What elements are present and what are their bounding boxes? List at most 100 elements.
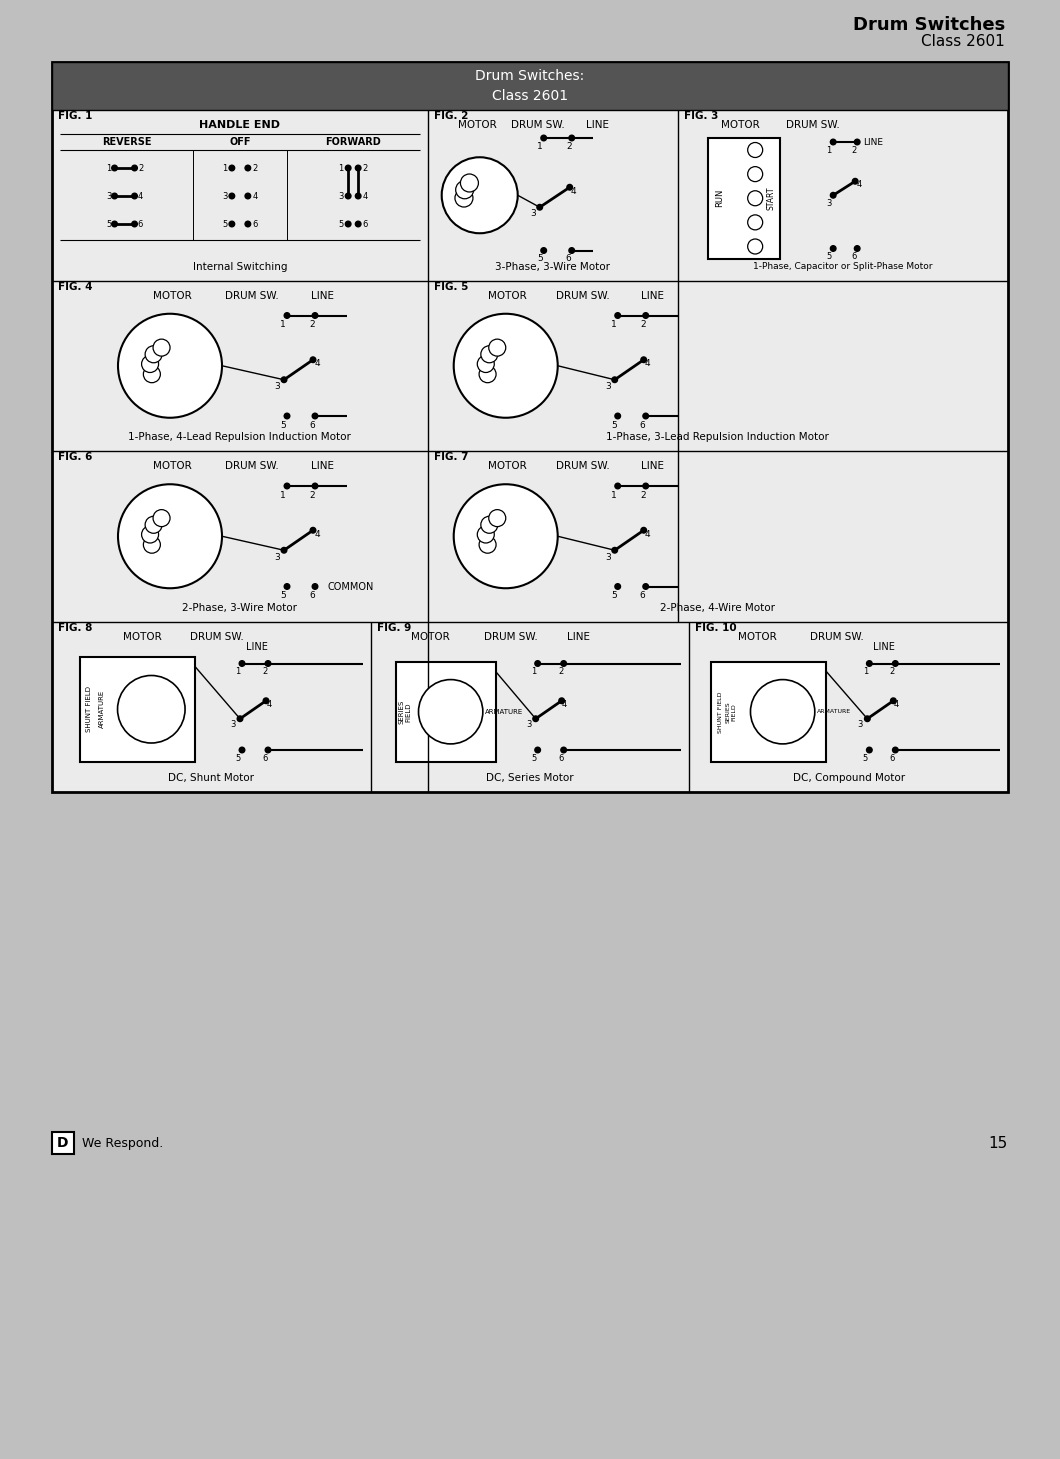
Text: 4: 4 bbox=[856, 179, 862, 188]
Circle shape bbox=[111, 222, 118, 226]
Circle shape bbox=[535, 747, 541, 753]
Circle shape bbox=[615, 584, 620, 589]
Circle shape bbox=[131, 165, 138, 171]
Text: 5: 5 bbox=[536, 254, 543, 263]
Circle shape bbox=[313, 584, 318, 589]
Text: 6: 6 bbox=[640, 420, 646, 429]
Text: 3: 3 bbox=[338, 191, 343, 200]
Circle shape bbox=[541, 136, 547, 142]
Text: DRUM SW.: DRUM SW. bbox=[787, 120, 841, 130]
Text: 3: 3 bbox=[858, 721, 863, 730]
Text: 1: 1 bbox=[536, 142, 543, 150]
Circle shape bbox=[313, 413, 318, 419]
Circle shape bbox=[118, 314, 222, 417]
Circle shape bbox=[355, 165, 361, 171]
Circle shape bbox=[284, 483, 289, 489]
Text: 3: 3 bbox=[223, 191, 228, 200]
Circle shape bbox=[313, 483, 318, 489]
Text: DRUM SW.: DRUM SW. bbox=[555, 290, 610, 301]
Text: MOTOR: MOTOR bbox=[153, 461, 192, 471]
Circle shape bbox=[229, 193, 234, 198]
Bar bbox=[52, 1132, 74, 1154]
Circle shape bbox=[481, 516, 498, 534]
Text: 5: 5 bbox=[235, 753, 241, 763]
Text: 6: 6 bbox=[851, 252, 856, 261]
Text: 6: 6 bbox=[363, 219, 368, 229]
Text: 5: 5 bbox=[531, 753, 536, 763]
Text: 3-Phase, 3-Wire Motor: 3-Phase, 3-Wire Motor bbox=[495, 261, 611, 271]
Circle shape bbox=[643, 483, 649, 489]
Circle shape bbox=[131, 222, 138, 226]
Text: REVERSE: REVERSE bbox=[102, 137, 152, 147]
Text: 2: 2 bbox=[310, 490, 315, 499]
Text: FIG. 10: FIG. 10 bbox=[695, 623, 737, 633]
Text: 6: 6 bbox=[310, 591, 315, 600]
Circle shape bbox=[281, 376, 287, 382]
Text: 4: 4 bbox=[644, 359, 651, 368]
Circle shape bbox=[865, 716, 870, 722]
Text: 5: 5 bbox=[338, 219, 343, 229]
Circle shape bbox=[143, 366, 160, 382]
Text: ARMATURE: ARMATURE bbox=[484, 709, 523, 715]
Circle shape bbox=[281, 547, 287, 553]
Text: 2: 2 bbox=[310, 320, 315, 328]
Text: 6: 6 bbox=[566, 254, 571, 263]
Circle shape bbox=[460, 174, 478, 193]
Text: LINE: LINE bbox=[311, 290, 334, 301]
Text: 2: 2 bbox=[889, 667, 895, 676]
Text: 3: 3 bbox=[605, 382, 611, 391]
Circle shape bbox=[535, 661, 541, 667]
Circle shape bbox=[537, 204, 543, 210]
Text: 1: 1 bbox=[223, 163, 228, 172]
Text: 5: 5 bbox=[223, 219, 228, 229]
Text: OFF: OFF bbox=[229, 137, 250, 147]
Text: FIG. 4: FIG. 4 bbox=[58, 282, 92, 292]
Circle shape bbox=[559, 697, 565, 703]
Text: MOTOR: MOTOR bbox=[123, 632, 161, 642]
Circle shape bbox=[477, 527, 494, 543]
Circle shape bbox=[615, 483, 620, 489]
Circle shape bbox=[830, 193, 836, 198]
Circle shape bbox=[541, 248, 547, 254]
Text: FIG. 6: FIG. 6 bbox=[58, 452, 92, 463]
Circle shape bbox=[143, 537, 160, 553]
Text: 1: 1 bbox=[280, 490, 286, 499]
Text: 4: 4 bbox=[363, 191, 368, 200]
Circle shape bbox=[489, 338, 506, 356]
Text: LINE: LINE bbox=[311, 461, 334, 471]
Text: 6: 6 bbox=[262, 753, 268, 763]
Circle shape bbox=[866, 747, 872, 753]
Text: 2: 2 bbox=[252, 163, 258, 172]
Text: 3: 3 bbox=[275, 553, 280, 562]
Text: 2-Phase, 4-Wire Motor: 2-Phase, 4-Wire Motor bbox=[660, 603, 775, 613]
Circle shape bbox=[454, 484, 558, 588]
Text: DRUM SW.: DRUM SW. bbox=[555, 461, 610, 471]
Text: FIG. 3: FIG. 3 bbox=[684, 111, 719, 121]
Bar bbox=[395, 661, 496, 762]
Text: 4: 4 bbox=[138, 191, 143, 200]
Circle shape bbox=[346, 165, 351, 171]
Text: 1: 1 bbox=[531, 667, 536, 676]
Text: 6: 6 bbox=[310, 420, 315, 429]
Circle shape bbox=[118, 676, 186, 743]
Text: RUN: RUN bbox=[714, 190, 724, 207]
Text: 4: 4 bbox=[571, 187, 577, 196]
Circle shape bbox=[456, 181, 474, 198]
Text: DRUM SW.: DRUM SW. bbox=[225, 290, 279, 301]
Circle shape bbox=[455, 190, 473, 207]
Text: 1-Phase, 4-Lead Repulsion Induction Motor: 1-Phase, 4-Lead Repulsion Induction Moto… bbox=[128, 432, 351, 442]
Text: FIG. 5: FIG. 5 bbox=[434, 282, 469, 292]
Circle shape bbox=[479, 537, 496, 553]
Text: 6: 6 bbox=[640, 591, 646, 600]
Text: 2: 2 bbox=[640, 490, 646, 499]
Circle shape bbox=[830, 139, 836, 144]
Text: 3: 3 bbox=[530, 209, 535, 217]
Circle shape bbox=[229, 165, 234, 171]
Text: 5: 5 bbox=[611, 591, 617, 600]
Text: 1: 1 bbox=[338, 163, 343, 172]
Text: DC, Shunt Motor: DC, Shunt Motor bbox=[169, 773, 254, 783]
Circle shape bbox=[346, 222, 351, 226]
Text: 4: 4 bbox=[644, 530, 651, 538]
Text: 1: 1 bbox=[611, 490, 617, 499]
Text: Drum Switches: Drum Switches bbox=[852, 16, 1005, 34]
